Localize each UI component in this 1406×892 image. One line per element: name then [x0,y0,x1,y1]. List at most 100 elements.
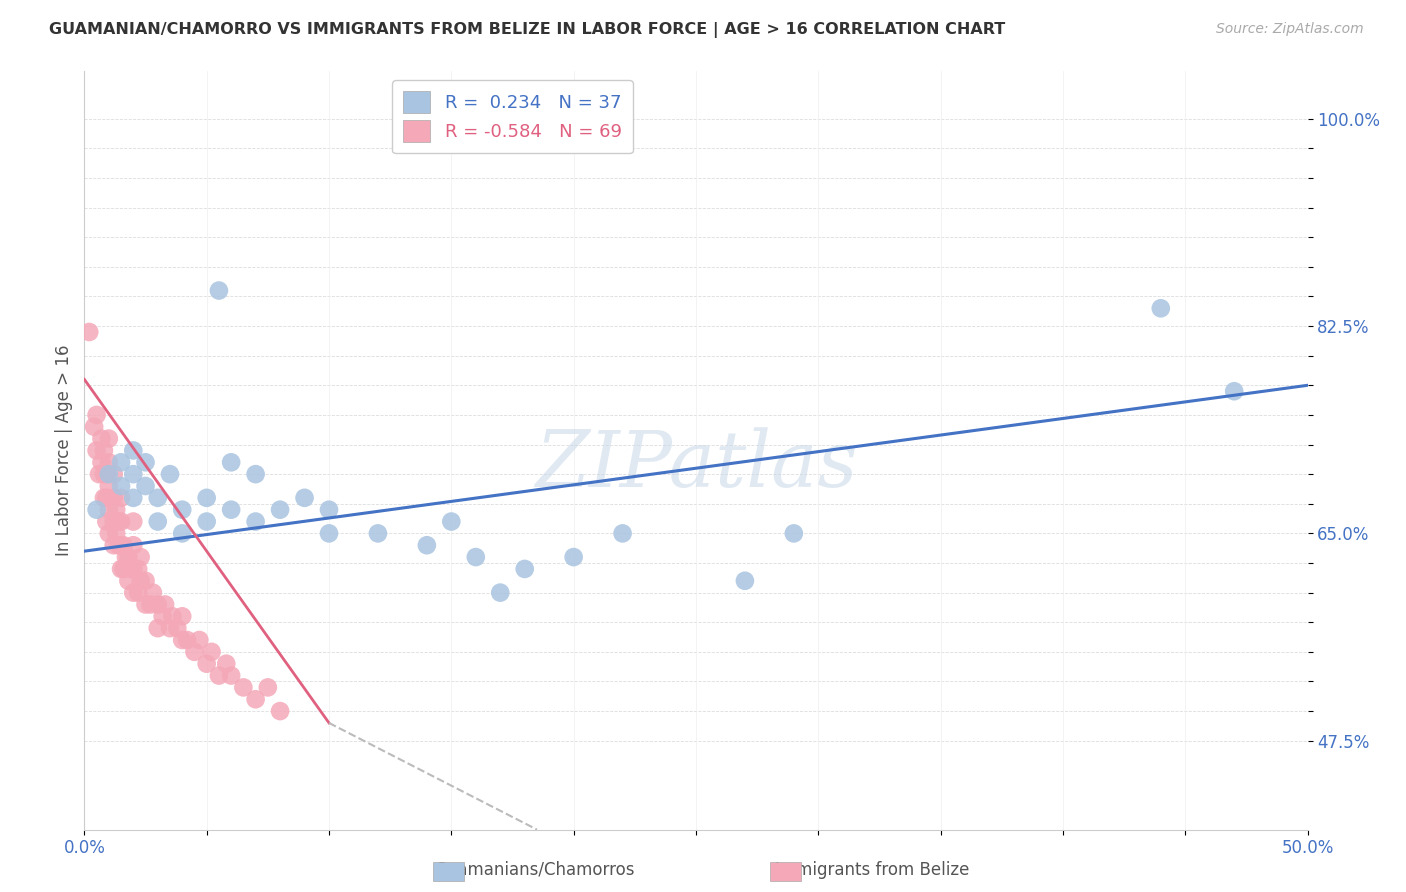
Point [112,562,135,576]
Text: GUAMANIAN/CHAMORRO VS IMMIGRANTS FROM BELIZE IN LABOR FORCE | AGE > 16 CORRELATI: GUAMANIAN/CHAMORRO VS IMMIGRANTS FROM BE… [49,22,1005,38]
Point [135,598,157,612]
Point [146,515,169,529]
Point [77,325,100,339]
Point [93,491,115,505]
Point [97,432,120,446]
Point [513,562,536,576]
Point [112,538,135,552]
Point [122,538,145,552]
Point [219,455,242,469]
Point [166,621,188,635]
Point [612,526,634,541]
Point [162,609,184,624]
Point [152,609,174,624]
Point [245,467,267,482]
Point [97,467,120,482]
Point [734,574,756,588]
Point [96,491,118,505]
Point [195,657,218,671]
Point [464,550,486,565]
Point [110,455,132,469]
Point [159,621,181,635]
Point [294,491,316,505]
Point [195,491,218,505]
Point [117,550,139,565]
Point [159,467,181,482]
Text: Source: ZipAtlas.com: Source: ZipAtlas.com [1216,22,1364,37]
Point [122,491,145,505]
Point [153,598,176,612]
Point [103,515,125,529]
Point [208,668,231,682]
Point [142,585,165,599]
Point [318,526,340,541]
Point [110,562,132,576]
Point [188,633,211,648]
Point [215,657,238,671]
Point [440,515,463,529]
Point [122,443,145,458]
Point [87,467,110,482]
Point [86,502,108,516]
Point [1223,384,1246,399]
Point [110,538,132,552]
Point [105,502,128,516]
Point [129,574,152,588]
Point [96,515,118,529]
Point [107,538,129,552]
Point [172,526,194,541]
Legend: R =  0.234   N = 37, R = -0.584   N = 69: R = 0.234 N = 37, R = -0.584 N = 69 [392,80,633,153]
Point [86,408,108,422]
Point [97,455,120,469]
Point [103,491,125,505]
Point [107,515,129,529]
Point [110,515,132,529]
Point [172,502,194,516]
Text: Guamanians/Chamorros: Guamanians/Chamorros [434,861,634,879]
Point [269,704,291,718]
Point [245,692,267,706]
Point [783,526,806,541]
Point [219,668,242,682]
Point [127,562,149,576]
Point [110,491,132,505]
Point [176,633,198,648]
Text: Immigrants from Belize: Immigrants from Belize [775,861,969,879]
Point [172,633,194,648]
Point [97,502,120,516]
Point [208,284,231,298]
Text: ZIPatlas: ZIPatlas [534,427,858,504]
Point [122,515,145,529]
Point [257,681,280,695]
Point [139,598,162,612]
Point [117,574,139,588]
Point [489,585,512,599]
Point [83,419,105,434]
Point [146,621,169,635]
Point [103,538,125,552]
Point [120,562,142,576]
Point [105,526,128,541]
Point [103,467,125,482]
Point [269,502,291,516]
Point [135,479,157,493]
Point [86,443,108,458]
Point [183,645,205,659]
Point [97,526,120,541]
Point [135,455,157,469]
Point [127,585,149,599]
Point [122,467,145,482]
Point [318,502,340,516]
Point [195,515,218,529]
Point [146,491,169,505]
Y-axis label: In Labor Force | Age > 16: In Labor Force | Age > 16 [55,344,73,557]
Point [90,455,112,469]
Point [115,550,138,565]
Point [416,538,439,552]
Point [232,681,254,695]
Point [219,502,242,516]
Point [200,645,222,659]
Point [172,609,194,624]
Point [129,550,152,565]
Point [146,598,169,612]
